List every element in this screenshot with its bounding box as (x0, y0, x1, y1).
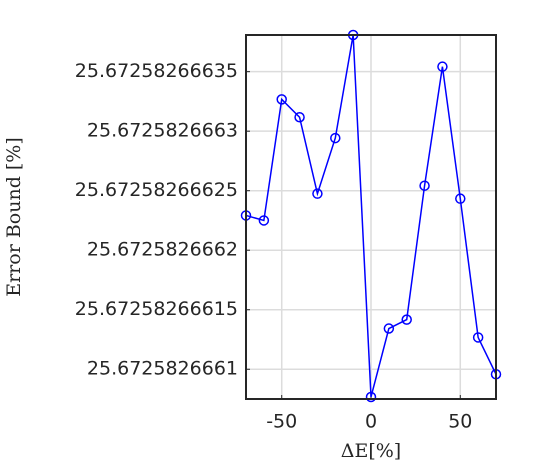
y-tick-label: 25.6725826663 (87, 120, 238, 142)
marker (472, 332, 484, 343)
y-tick-label: 25.6725826662 (87, 239, 238, 261)
marker (258, 215, 270, 226)
y-axis-label: Error Bound [%] (3, 137, 25, 297)
x-tick-label: -50 (266, 411, 297, 433)
marker (330, 132, 341, 144)
y-tick-label: 25.67258266615 (75, 298, 238, 320)
marker (455, 193, 466, 204)
plot-frame (245, 34, 497, 400)
marker (294, 112, 305, 123)
marker (437, 61, 448, 72)
marker (276, 94, 287, 105)
x-tick-label: 50 (448, 411, 472, 433)
series-line (245, 34, 497, 398)
marker (419, 180, 430, 191)
y-tick-label: 25.6725826661 (87, 358, 238, 380)
y-tick-label: 25.67258266625 (75, 179, 238, 201)
marker (401, 314, 412, 325)
marker (312, 188, 323, 199)
marker (383, 323, 395, 334)
marker (365, 391, 377, 403)
x-axis-label: ΔE[%] (341, 440, 401, 462)
x-tick-label: 0 (365, 411, 377, 433)
y-tick-label: 25.67258266635 (75, 60, 238, 82)
